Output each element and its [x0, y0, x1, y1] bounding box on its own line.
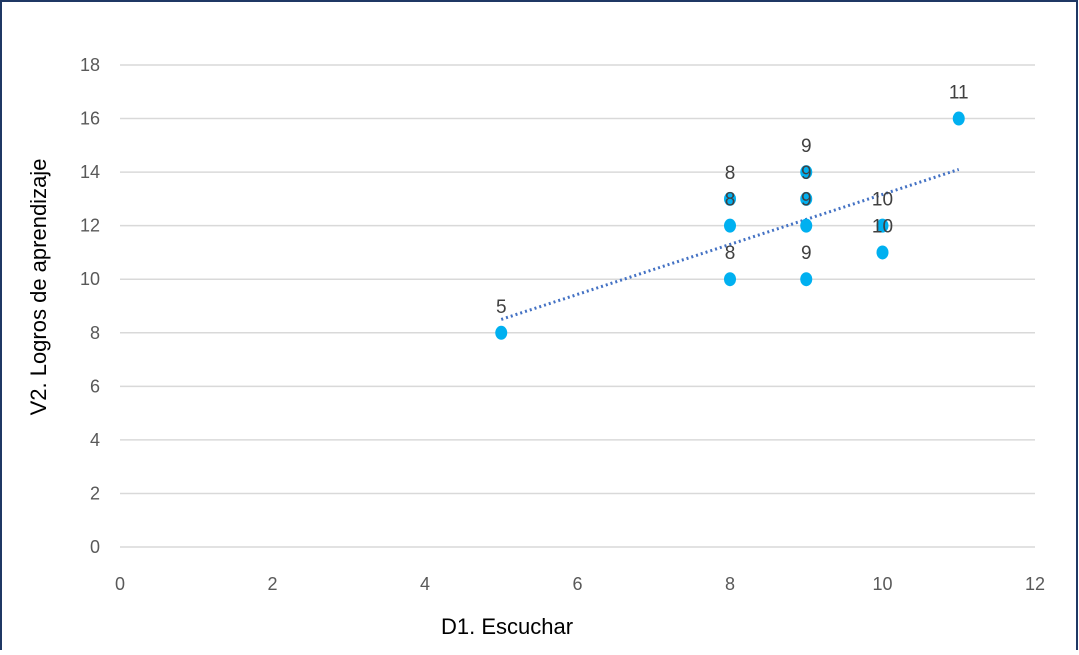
data-label: 8	[725, 190, 736, 211]
x-tick-label: 8	[725, 574, 735, 594]
data-label: 10	[872, 190, 893, 211]
data-label: 8	[725, 163, 736, 184]
data-point	[724, 272, 736, 287]
data-point	[876, 245, 889, 260]
tick-labels-layer: 0 2 4 6 8 10 12 14 16 18 0 2 4 6 8 10 12	[80, 55, 1045, 594]
x-tick-label: 4	[420, 574, 430, 594]
x-tick-label: 6	[572, 574, 582, 594]
gridlines	[120, 64, 1035, 548]
data-point	[800, 165, 813, 180]
y-tick-label: 18	[80, 55, 100, 75]
data-point	[876, 218, 889, 233]
data-label: 5	[496, 297, 507, 318]
x-axis-title: D1. Escuchar	[441, 614, 573, 639]
data-label: 9	[801, 163, 812, 184]
data-label: 9	[801, 243, 812, 264]
y-tick-label: 14	[80, 162, 100, 182]
data-point	[724, 218, 736, 233]
y-tick-label: 8	[90, 323, 100, 343]
data-label: 10	[872, 216, 893, 237]
data-point	[800, 191, 813, 206]
data-label: 11	[949, 83, 969, 104]
data-point	[800, 218, 813, 233]
data-point	[952, 111, 965, 126]
data-label: 9	[801, 136, 812, 157]
data-label: 8	[725, 243, 736, 264]
data-labels-layer: 5 8 8 8 9 9 9 9 10 10 11	[496, 83, 969, 318]
y-tick-label: 2	[90, 483, 100, 503]
y-axis-title: V2. Logros de aprendizaje	[26, 159, 51, 416]
x-tick-label: 0	[115, 574, 125, 594]
data-label: 9	[801, 190, 812, 211]
y-tick-label: 4	[90, 430, 100, 450]
y-tick-label: 10	[80, 269, 100, 289]
data-point	[800, 272, 813, 287]
points-layer	[495, 111, 965, 340]
trendline-layer	[500, 168, 960, 321]
y-tick-label: 16	[80, 109, 100, 129]
trendline	[500, 168, 960, 321]
y-tick-label: 12	[80, 216, 100, 236]
x-tick-label: 12	[1025, 574, 1045, 594]
data-point	[724, 191, 736, 206]
data-point	[495, 325, 508, 340]
y-tick-label: 6	[90, 376, 100, 396]
x-tick-label: 10	[872, 574, 892, 594]
y-tick-label: 0	[90, 537, 100, 557]
x-tick-label: 2	[267, 574, 277, 594]
